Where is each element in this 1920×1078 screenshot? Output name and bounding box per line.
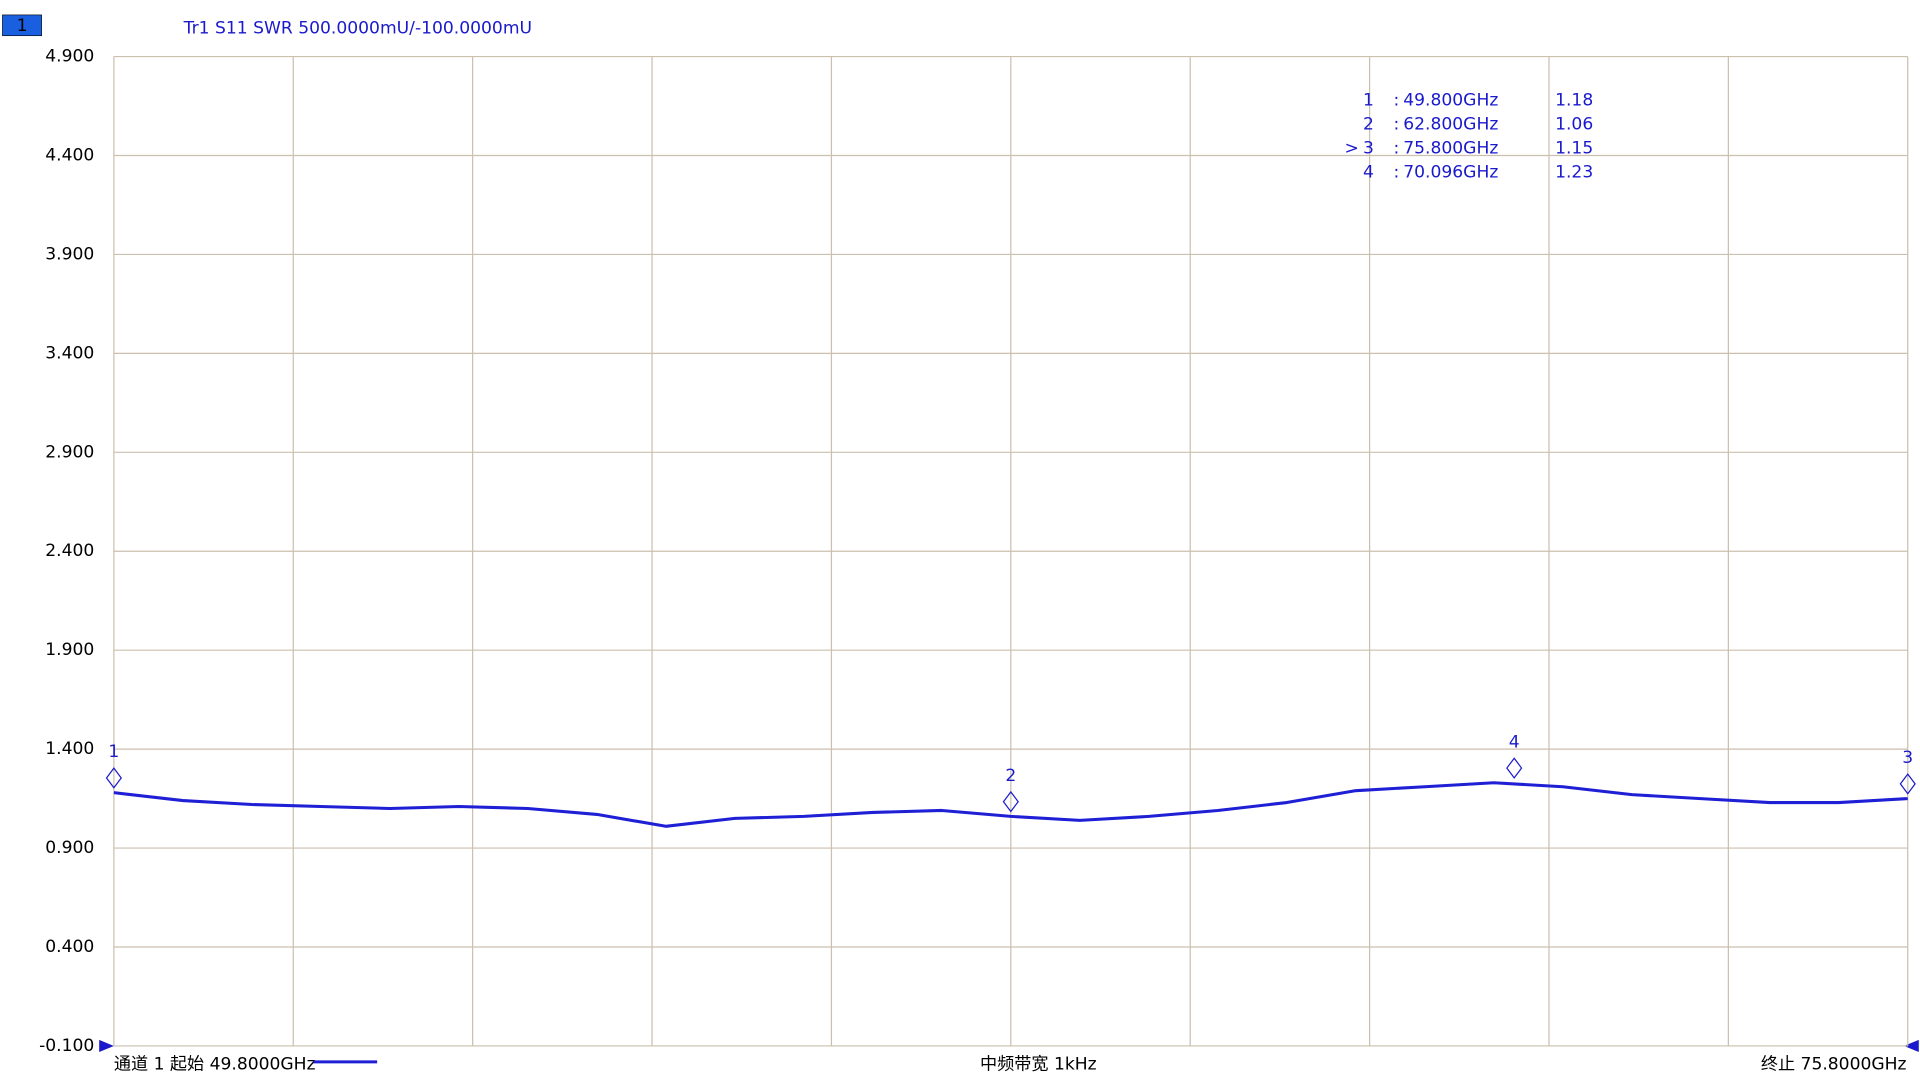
y-tick-label: 3.400 — [45, 343, 94, 363]
y-tick-label: 0.400 — [45, 937, 94, 957]
marker-table-separator: : — [1393, 115, 1399, 135]
active-indicator: > — [1344, 138, 1358, 158]
marker-number: 4 — [1509, 732, 1520, 752]
marker-table-value: 1.06 — [1555, 115, 1593, 135]
marker-table-frequency: 75.800GHz — [1403, 138, 1498, 158]
channel-badge-label: 1 — [17, 16, 28, 36]
marker-table-separator: : — [1393, 162, 1399, 182]
y-tick-label: -0.100 — [39, 1036, 94, 1056]
marker-table-name: 4 — [1363, 162, 1374, 182]
marker-number: 2 — [1005, 766, 1016, 786]
marker-diamond — [105, 767, 122, 789]
marker-table-separator: : — [1393, 138, 1399, 158]
trace-title: Tr1 S11 SWR 500.0000mU/-100.0000mU — [183, 18, 532, 38]
center-label: 中频带宽 1kHz — [980, 1054, 1097, 1074]
y-tick-label: 2.900 — [45, 442, 94, 462]
marker-diamond — [1899, 773, 1916, 795]
stop-arrow — [1904, 1039, 1919, 1053]
start-arrow — [99, 1039, 114, 1053]
marker-table-frequency: 62.800GHz — [1403, 115, 1498, 135]
stop-label: 终止 75.8000GHz — [1761, 1054, 1907, 1074]
trace — [113, 781, 1908, 828]
y-tick-label: 0.900 — [45, 838, 94, 858]
y-tick-label: 4.400 — [45, 145, 94, 165]
marker-table-value: 1.23 — [1555, 162, 1593, 182]
marker-table-value: 1.15 — [1555, 138, 1593, 158]
channel-badge[interactable] — [2, 14, 42, 37]
marker-table-frequency: 70.096GHz — [1403, 162, 1498, 182]
y-tick-label: 4.900 — [45, 47, 94, 67]
marker-diamond — [1002, 790, 1019, 813]
start-label: 通道 1 起始 49.8000GHz — [114, 1054, 316, 1074]
marker-number: 3 — [1902, 748, 1913, 768]
marker-table-frequency: 49.800GHz — [1403, 91, 1498, 111]
y-tick-label: 2.400 — [45, 541, 94, 561]
marker-table-name: 1 — [1363, 91, 1374, 111]
marker-table-name: 3 — [1363, 138, 1374, 158]
y-tick-label: 1.900 — [45, 640, 94, 660]
y-tick-label: 1.400 — [45, 739, 94, 759]
y-tick-label: 3.900 — [45, 244, 94, 264]
marker-diamond — [1506, 757, 1523, 779]
marker-table-name: 2 — [1363, 115, 1374, 135]
marker-table-value: 1.18 — [1555, 91, 1593, 111]
marker-table-separator: : — [1393, 91, 1399, 111]
marker-number: 1 — [108, 742, 119, 762]
